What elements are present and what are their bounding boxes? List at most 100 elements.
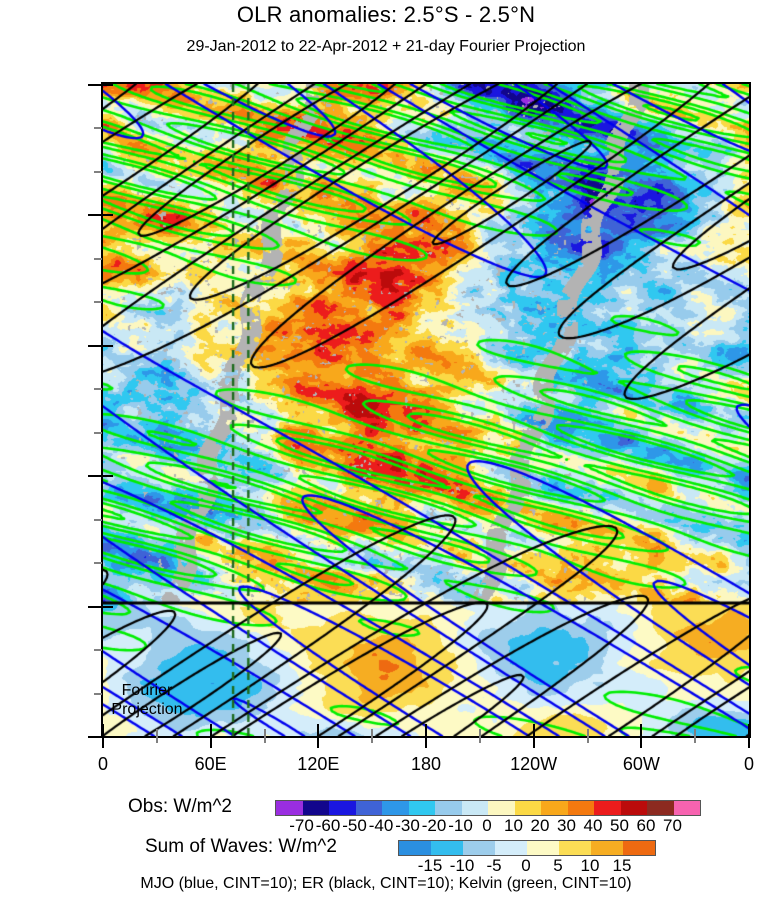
y-tick-minor (94, 431, 102, 434)
y-tick-inner (103, 475, 113, 478)
y-tick-minor (94, 257, 102, 260)
x-tick-minor-top (155, 729, 158, 736)
colorbar-tick-label: 30 (557, 816, 576, 835)
colorbar-swatches (275, 800, 701, 816)
colorbar-tick-label: -50 (342, 816, 367, 835)
x-tick-minor-top (694, 729, 697, 736)
colorbar-swatch (591, 841, 623, 855)
colorbar-tick-label: -30 (395, 816, 420, 835)
x-axis-label: 0 (743, 754, 755, 774)
colorbar-tick-label: 40 (583, 816, 603, 835)
y-tick-major (88, 736, 102, 738)
colorbar-tick-label: -40 (368, 816, 394, 835)
x-tick-major-top (209, 724, 212, 736)
colorbar-tick-label: 5 (553, 856, 563, 875)
colorbar-swatch (567, 801, 594, 815)
olr-anomaly-field (103, 84, 749, 736)
colorbar-swatch (276, 801, 303, 815)
y-tick-inner (103, 736, 113, 738)
x-tick-major (748, 736, 750, 748)
colorbar-swatch (382, 801, 409, 815)
page-subtitle: 29-Jan-2012 to 22-Apr-2012 + 21-day Four… (186, 38, 586, 55)
x-tick-minor (371, 736, 374, 743)
colorbar-tick-label: -15 (417, 856, 443, 875)
y-tick-major (88, 475, 102, 478)
x-axis-label: 120E (297, 754, 340, 774)
colorbar-swatch (495, 841, 527, 855)
colorbar-tick-label: -5 (486, 856, 502, 875)
colorbar-tick-label: 10 (504, 816, 523, 835)
y-tick-inner (103, 84, 113, 86)
colorbar-tick-label: -70 (289, 816, 314, 835)
y-tick-major (88, 84, 102, 86)
x-tick-minor-top (478, 729, 481, 736)
colorbar-tick-label: 60 (636, 816, 656, 835)
y-tick-minor (94, 127, 102, 130)
y-tick-minor (94, 518, 102, 521)
y-tick-minor (94, 562, 102, 565)
x-tick-minor-top (371, 729, 374, 736)
fourier-projection-label: Fourier Projection (111, 682, 183, 718)
hovmoller-plot[interactable]: 29-Jan19-Feb11-Mar1-Apr22-Apr13-May 060E… (88, 82, 754, 774)
x-tick-major-top (102, 724, 104, 736)
colorbar-tick-label: -60 (315, 816, 341, 835)
colorbar-swatch (302, 801, 329, 815)
colorbar-swatches (398, 840, 656, 856)
x-axis-label: 60E (194, 754, 227, 774)
y-tick-inner (103, 605, 113, 608)
x-axis-label: 180 (410, 754, 442, 774)
colorbar-swatch (463, 841, 495, 855)
x-axis-label: 0 (97, 754, 109, 774)
x-tick-minor (694, 736, 697, 743)
x-tick-major-top (532, 724, 535, 736)
colorbar-swatch (329, 801, 356, 815)
colorbar-swatch (399, 841, 431, 855)
colorbar-title: Sum of Waves: W/m^2 (145, 836, 337, 857)
colorbar-swatch (673, 801, 700, 815)
x-tick-major (317, 736, 320, 748)
x-axis-label: 60W (622, 754, 660, 774)
x-tick-major (102, 736, 104, 748)
colorbar-tick-label: 0 (521, 856, 531, 875)
colorbar-tick-label: -20 (421, 816, 447, 835)
y-tick-minor (94, 170, 102, 173)
x-tick-major-top (425, 724, 427, 736)
x-axis-label: 120W (510, 754, 558, 774)
x-tick-major (425, 736, 427, 748)
colorbar-tick-label: 20 (530, 816, 550, 835)
y-tick-minor (94, 692, 102, 695)
x-tick-minor (586, 736, 589, 743)
colorbar-tick-label: -10 (449, 856, 475, 875)
x-tick-minor (478, 736, 481, 743)
colorbar-swatch (620, 801, 647, 815)
y-tick-major (88, 605, 102, 608)
colorbar-swatch (559, 841, 591, 855)
y-tick-inner (103, 214, 113, 217)
contour-legend-footnote: MJO (blue, CINT=10); ER (black, CINT=10)… (140, 875, 632, 892)
x-tick-major (640, 736, 643, 748)
colorbar-swatch (408, 801, 435, 815)
colorbar-swatch (594, 801, 621, 815)
y-tick-minor (94, 649, 102, 652)
colorbar-tick-label: 70 (663, 816, 682, 835)
colorbar-tick-label: 0 (482, 816, 492, 835)
y-tick-major (88, 214, 102, 217)
colorbar-swatch (461, 801, 488, 815)
colorbar-tick-label: -10 (448, 816, 473, 835)
colorbar-tick-label: 10 (580, 856, 600, 875)
colorbar-swatch (431, 841, 463, 855)
x-tick-major-top (317, 724, 320, 736)
colorbar-swatch (527, 841, 559, 855)
colorbar-swatch (623, 841, 655, 855)
colorbar-swatch (435, 801, 462, 815)
y-tick-minor (94, 301, 102, 304)
x-tick-minor (263, 736, 266, 743)
colorbar-swatch (541, 801, 568, 815)
x-tick-major (209, 736, 212, 748)
colorbar-title: Obs: W/m^2 (128, 796, 232, 817)
x-tick-minor (155, 736, 158, 743)
x-tick-major-top (748, 724, 750, 736)
colorbar-swatch (647, 801, 674, 815)
colorbar-swatch (514, 801, 541, 815)
colorbar-tick-label: 15 (612, 856, 632, 875)
